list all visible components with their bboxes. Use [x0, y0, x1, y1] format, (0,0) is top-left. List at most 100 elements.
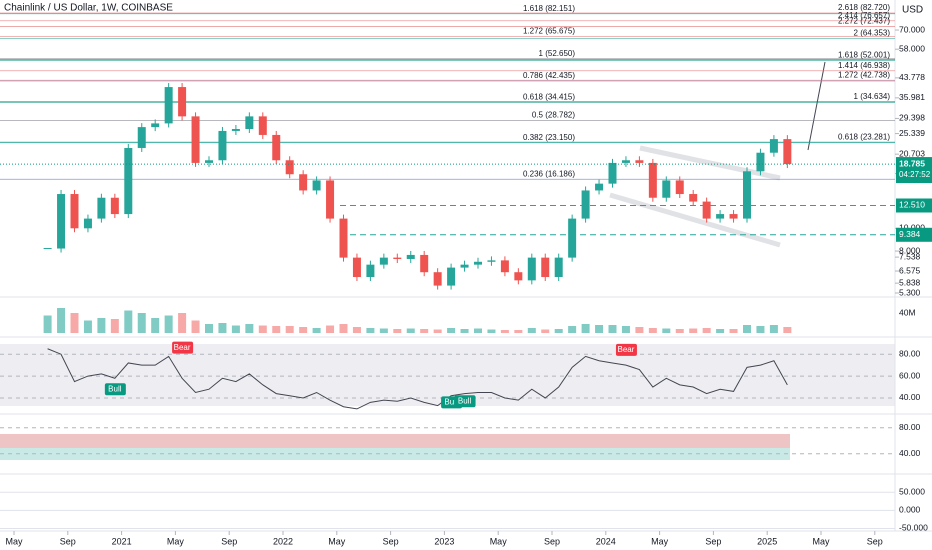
- fib-label: 0.786 (42.435): [523, 71, 575, 80]
- divergence-tag: [615, 343, 637, 356]
- candle: [137, 127, 146, 148]
- fib-label: 0.618 (23.281): [838, 132, 890, 141]
- volume-bar: [675, 329, 684, 333]
- volume-bar: [702, 328, 711, 333]
- volume-bar: [608, 325, 617, 333]
- x-tick-label: May: [167, 536, 185, 546]
- y-tick-label: 50.000: [899, 486, 925, 496]
- x-tick-label: May: [5, 536, 23, 546]
- volume-bar: [164, 315, 173, 333]
- y-tick-label: 35.981: [899, 92, 925, 102]
- candle: [581, 190, 590, 219]
- rsi-line: [47, 348, 788, 410]
- candle: [57, 194, 66, 249]
- fib-label: 1 (34.634): [854, 92, 891, 101]
- channel-line: [639, 145, 781, 181]
- level-box: [896, 198, 932, 213]
- x-tick-label: May: [328, 536, 346, 546]
- level-label: 12.510: [899, 200, 925, 210]
- candle: [568, 218, 577, 258]
- y-tick-label: 6.575: [899, 265, 921, 275]
- symbol-title: Chainlink / US Dollar, 1W, COINBASE: [4, 3, 173, 14]
- x-tick-label: Sep: [544, 536, 560, 546]
- candle: [406, 254, 415, 259]
- y-tick-label: 70.000: [899, 24, 925, 34]
- volume-bar: [554, 329, 563, 333]
- candle: [164, 87, 173, 124]
- volume-bar: [756, 326, 765, 333]
- volume-bar: [460, 329, 469, 333]
- candle: [595, 183, 604, 191]
- x-tick-label: Sep: [383, 536, 399, 546]
- volume-bar: [151, 318, 160, 333]
- candle: [554, 257, 563, 278]
- x-tick-label: 2021: [112, 536, 132, 546]
- volume-bar: [689, 328, 698, 333]
- divergence-tag: [454, 395, 476, 408]
- volume-bar: [231, 325, 240, 333]
- fib-label: 0.5 (28.782): [532, 111, 575, 120]
- level-box: [896, 227, 932, 242]
- candle: [769, 139, 778, 153]
- volume-bar: [635, 327, 644, 333]
- fib-label: 0.618 (34.415): [523, 92, 575, 101]
- volume-bar: [218, 323, 227, 333]
- candle: [205, 160, 213, 163]
- volume-bar: [514, 330, 523, 333]
- volume-bar: [352, 327, 361, 333]
- x-tick-label: May: [651, 536, 669, 546]
- x-tick-label: May: [490, 536, 508, 546]
- candle: [83, 218, 92, 229]
- candle: [245, 116, 254, 130]
- y-tick-label: 60.00: [899, 370, 921, 380]
- y-tick-label: 25.339: [899, 128, 925, 138]
- volume-bar: [258, 325, 267, 333]
- fib-label: 1.618 (52.001): [838, 50, 890, 59]
- x-tick-label: 2024: [596, 536, 616, 546]
- last-price-box: [896, 157, 932, 184]
- candle: [178, 87, 187, 117]
- candle: [635, 160, 644, 163]
- divergence-label: Bear: [174, 343, 191, 352]
- candle: [70, 194, 79, 229]
- volume-bar: [83, 320, 92, 333]
- candle: [662, 180, 671, 198]
- candle: [702, 201, 711, 219]
- volume-bar: [487, 329, 496, 333]
- candle: [675, 180, 684, 195]
- y-tick-label: 80.00: [899, 348, 921, 358]
- candle: [110, 197, 119, 215]
- candle: [420, 254, 429, 273]
- candle: [621, 160, 630, 163]
- volume-bar: [568, 326, 577, 333]
- volume-bar: [70, 313, 79, 333]
- x-tick-label: 2022: [273, 536, 293, 546]
- volume-bar: [433, 329, 442, 333]
- x-tick-label: Sep: [60, 536, 76, 546]
- currency: USD: [902, 5, 923, 16]
- fib-label: 2 (64.353): [854, 29, 891, 38]
- volume-bar: [648, 328, 657, 333]
- volume-bar: [326, 325, 335, 333]
- volume-bar: [783, 327, 792, 333]
- y-tick-label: 40.00: [899, 448, 921, 458]
- volume-bar: [621, 326, 630, 333]
- candle: [326, 180, 335, 219]
- divergence-label: Bull: [458, 396, 472, 405]
- y-tick-label: 58.000: [899, 43, 925, 53]
- y-tick-label: 7.538: [899, 251, 921, 261]
- divergence-tag: [104, 383, 126, 396]
- candle: [756, 152, 765, 172]
- volume-bar: [729, 329, 738, 333]
- volume-bar: [406, 328, 415, 333]
- x-tick-label: Sep: [867, 536, 883, 546]
- fib-label: 0.382 (23.150): [523, 133, 575, 142]
- volume-bar: [191, 320, 200, 333]
- volume-bar: [595, 325, 604, 333]
- fib-label: 1 (52.650): [539, 49, 576, 58]
- channel-line: [609, 192, 781, 248]
- osc-band-high: [0, 434, 790, 448]
- divergence-tag: [172, 341, 194, 354]
